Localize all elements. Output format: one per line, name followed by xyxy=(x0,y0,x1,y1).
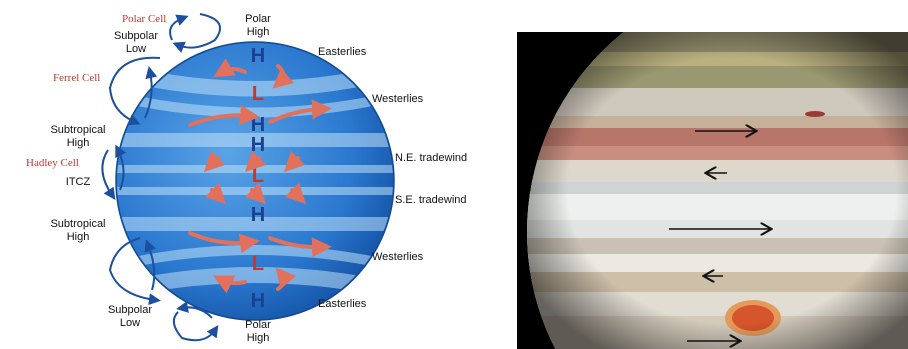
hadley-cell-label: Hadley Cell xyxy=(26,157,79,169)
se-tradewind-label: S.E. tradewind xyxy=(395,194,467,206)
high-letter: H xyxy=(251,45,265,67)
westerlies-label: Westerlies xyxy=(372,93,424,105)
ne-tradewind-label: N.E. tradewind xyxy=(395,152,467,164)
low-letter: L xyxy=(252,253,264,275)
circulation-cell-arrows xyxy=(101,13,221,342)
easterlies-label: Easterlies xyxy=(318,46,367,58)
subtropical-high-label-line2: High xyxy=(67,137,90,149)
polar-cell-label: Polar Cell xyxy=(122,13,166,25)
subpolar-low-label-line1: Subpolar xyxy=(108,304,152,316)
subpolar-low-label-line2: Low xyxy=(120,317,140,329)
high-letter: H xyxy=(251,134,265,156)
easterlies-label: Easterlies xyxy=(318,298,367,310)
high-letter: H xyxy=(251,204,265,226)
polar-high-label-line2: High xyxy=(247,26,270,38)
low-letter: L xyxy=(252,83,264,105)
jet-stream-arrows xyxy=(669,131,770,341)
jupiter-disk xyxy=(527,32,908,349)
itcz-label: ITCZ xyxy=(66,176,91,188)
low-letter: L xyxy=(252,165,264,187)
jupiter-image xyxy=(517,32,908,349)
earth-circulation-svg: H L H H L H L H Polar C xyxy=(26,13,467,344)
high-letter: H xyxy=(251,114,265,136)
pressure-letters: H L H H L H L H xyxy=(251,45,265,312)
subpolar-low-label-line1: Subpolar xyxy=(114,30,158,42)
westerlies-label: Westerlies xyxy=(372,251,424,263)
jupiter-svg xyxy=(527,32,908,349)
subpolar-low-label-line2: Low xyxy=(126,43,146,55)
polar-high-label-line1: Polar xyxy=(245,319,271,331)
earth-circulation-diagram: H L H H L H L H Polar C xyxy=(26,13,467,344)
surface-wind-arrows xyxy=(188,58,332,294)
polar-high-label-line1: Polar xyxy=(245,13,271,25)
subtropical-high-label-line1: Subtropical xyxy=(50,124,105,136)
subtropical-high-label-line2: High xyxy=(67,231,90,243)
subtropical-high-label-line1: Subtropical xyxy=(50,218,105,230)
polar-high-label-line2: High xyxy=(247,332,270,344)
ferrel-cell-label: Ferrel Cell xyxy=(53,72,100,84)
high-letter: H xyxy=(251,290,265,312)
